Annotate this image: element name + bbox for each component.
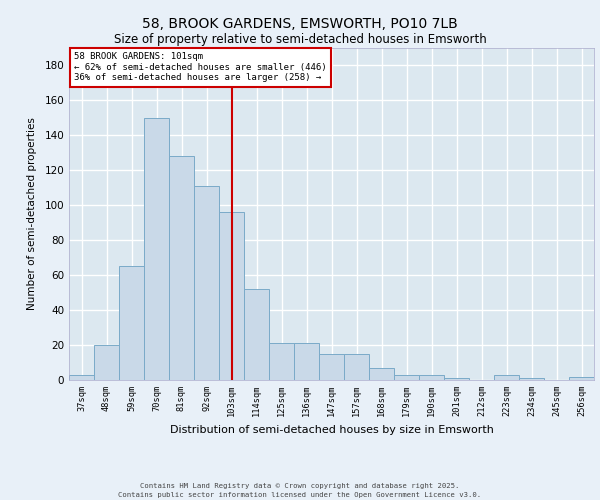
- Bar: [494, 375, 519, 380]
- Bar: [194, 186, 219, 380]
- Bar: [244, 289, 269, 380]
- Bar: [119, 266, 144, 380]
- Text: 58 BROOK GARDENS: 101sqm
← 62% of semi-detached houses are smaller (446)
36% of : 58 BROOK GARDENS: 101sqm ← 62% of semi-d…: [74, 52, 327, 82]
- Bar: [169, 156, 194, 380]
- Bar: [69, 375, 94, 380]
- Bar: [94, 345, 119, 380]
- Bar: [269, 343, 294, 380]
- Bar: [319, 354, 344, 380]
- Bar: [394, 375, 419, 380]
- Bar: [219, 212, 244, 380]
- Bar: [344, 354, 369, 380]
- Text: Size of property relative to semi-detached houses in Emsworth: Size of property relative to semi-detach…: [113, 32, 487, 46]
- Bar: [444, 378, 469, 380]
- Bar: [569, 376, 594, 380]
- X-axis label: Distribution of semi-detached houses by size in Emsworth: Distribution of semi-detached houses by …: [170, 424, 493, 434]
- Y-axis label: Number of semi-detached properties: Number of semi-detached properties: [28, 118, 37, 310]
- Bar: [519, 378, 544, 380]
- Text: Contains HM Land Registry data © Crown copyright and database right 2025.
Contai: Contains HM Land Registry data © Crown c…: [118, 483, 482, 498]
- Text: 58, BROOK GARDENS, EMSWORTH, PO10 7LB: 58, BROOK GARDENS, EMSWORTH, PO10 7LB: [142, 18, 458, 32]
- Bar: [419, 375, 444, 380]
- Bar: [144, 118, 169, 380]
- Bar: [294, 343, 319, 380]
- Bar: [369, 368, 394, 380]
